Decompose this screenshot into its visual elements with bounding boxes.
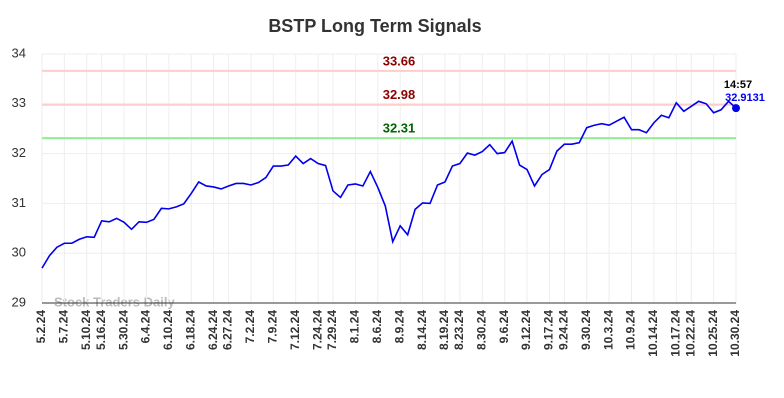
- reference-label: 32.31: [383, 121, 416, 136]
- reference-label: 33.66: [383, 53, 416, 68]
- x-tick-label: 10.14.24: [646, 310, 660, 357]
- y-tick-label: 30: [12, 245, 26, 260]
- x-tick-label: 9.12.24: [519, 310, 533, 350]
- x-tick-label: 8.9.24: [392, 310, 406, 344]
- last-value: 32.9131: [725, 92, 765, 104]
- x-tick-label: 10.17.24: [668, 310, 682, 357]
- x-tick-label: 8.6.24: [370, 310, 384, 344]
- x-tick-label: 6.10.24: [161, 310, 175, 350]
- x-tick-label: 6.27.24: [221, 310, 235, 350]
- x-tick-label: 8.19.24: [437, 310, 451, 350]
- x-tick-label: 5.16.24: [94, 310, 108, 350]
- last-point: [732, 104, 740, 113]
- line: [41, 100, 737, 269]
- x-tick-label: 10.22.24: [683, 310, 697, 357]
- x-tick-label: 8.23.24: [452, 310, 466, 350]
- x-tick-label: 9.30.24: [579, 310, 593, 350]
- x-tick-label: 10.9.24: [624, 310, 638, 350]
- reference-label: 32.98: [383, 87, 416, 102]
- x-tick-label: 8.14.24: [415, 310, 429, 350]
- x-tick-label: 6.24.24: [206, 310, 220, 350]
- x-tick-label: 5.10.24: [79, 310, 93, 350]
- x-tick-label: 7.12.24: [288, 310, 302, 350]
- x-tick-label: 10.3.24: [601, 310, 615, 350]
- chart-title: BSTP Long Term Signals: [268, 16, 481, 36]
- x-tick-label: 5.2.24: [34, 310, 48, 344]
- x-tick-label: 5.30.24: [116, 310, 130, 350]
- watermark: Stock Traders Daily: [54, 294, 175, 309]
- y-tick-label: 29: [12, 294, 26, 309]
- x-tick-label: 7.29.24: [325, 310, 339, 350]
- x-tick-label: 6.4.24: [139, 310, 153, 344]
- last-time: 14:57: [724, 79, 752, 91]
- x-tick-label: 10.30.24: [728, 310, 742, 357]
- y-tick-label: 32: [12, 145, 26, 160]
- y-tick-label: 33: [12, 95, 26, 110]
- x-tick-label: 8.30.24: [474, 310, 488, 350]
- x-tick-label: 9.24.24: [557, 310, 571, 350]
- x-tick-label: 9.17.24: [542, 310, 556, 350]
- x-tick-label: 8.1.24: [348, 310, 362, 344]
- x-tick-label: 10.25.24: [706, 310, 720, 357]
- x-tick-label: 7.9.24: [266, 310, 280, 344]
- y-tick-label: 31: [12, 195, 26, 210]
- x-tick-label: 5.7.24: [57, 310, 71, 344]
- y-tick-label: 34: [12, 45, 26, 60]
- x-tick-label: 7.2.24: [243, 310, 257, 344]
- x-tick-label: 6.18.24: [183, 310, 197, 350]
- x-tick-label: 9.6.24: [497, 310, 511, 344]
- x-tick-label: 7.24.24: [310, 310, 324, 350]
